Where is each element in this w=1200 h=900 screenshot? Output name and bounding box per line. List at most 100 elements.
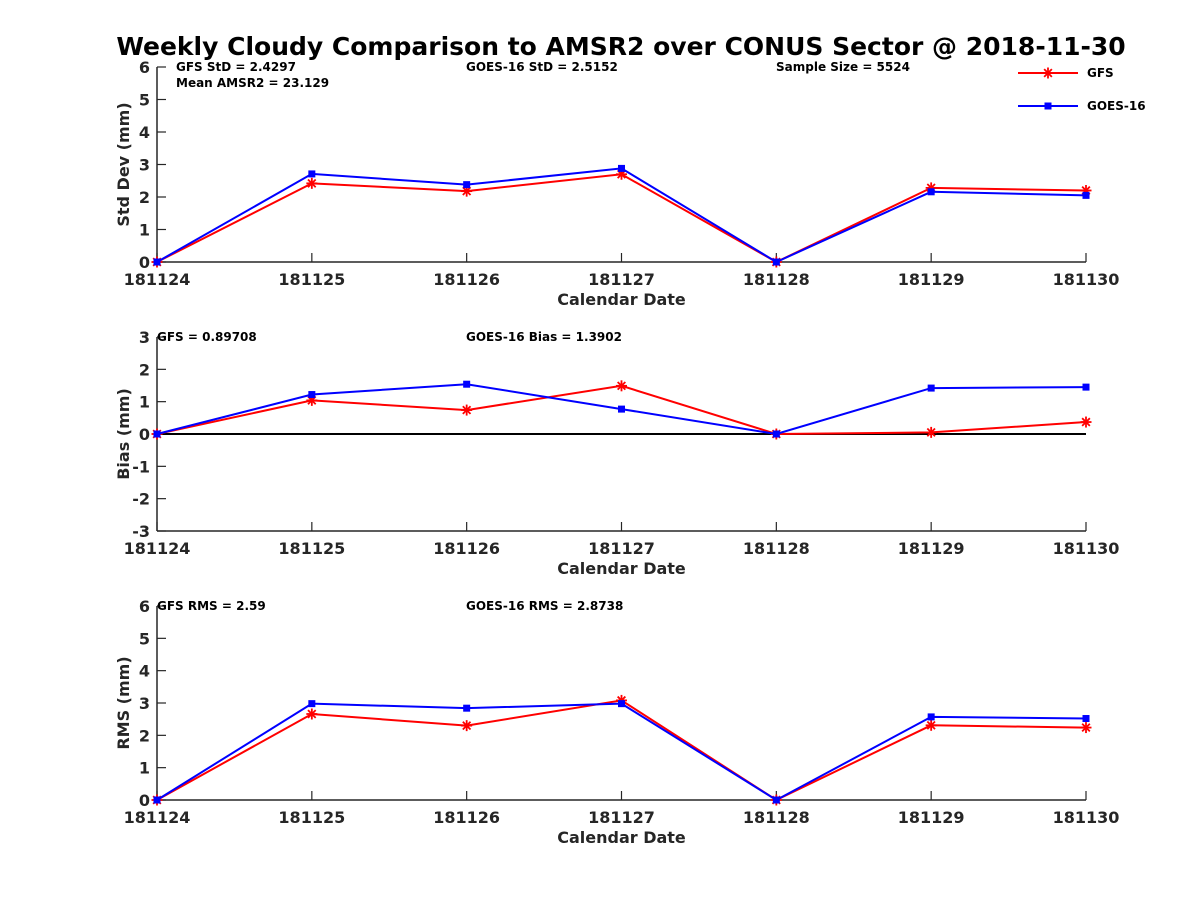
y-tick-label: 0: [139, 253, 150, 272]
annotation-text: GFS = 0.89708: [157, 330, 257, 344]
data-point-square: [618, 405, 625, 413]
annotation-text: GFS RMS = 2.59: [157, 599, 266, 613]
y-tick-label: 4: [139, 123, 150, 142]
data-point-square: [772, 796, 780, 804]
x-axis-label: Calendar Date: [557, 290, 686, 309]
subplot-3: 181124 181125 181126 181127 181128 181129 1811…: [114, 597, 1119, 847]
data-point-square: [153, 430, 161, 438]
x-axis-label: Calendar Date: [557, 828, 686, 847]
annotation-text: GOES-16 RMS = 2.8738: [466, 599, 623, 613]
x-tick-label: 181130: [1053, 270, 1120, 289]
x-tick-label: 181128: [743, 270, 810, 289]
y-tick-label: 0: [139, 791, 150, 810]
chart-legend: GFS GOES-16: [1018, 66, 1146, 113]
legend-item-goes-16: GOES-16: [1018, 99, 1146, 113]
data-point-asterisk: [306, 708, 318, 720]
data-point-asterisk: [1080, 416, 1092, 428]
legend-label: GOES-16: [1087, 99, 1146, 113]
y-axis-label: Bias (mm): [114, 388, 133, 480]
x-tick-label: 181129: [898, 808, 965, 827]
data-point-asterisk: [925, 426, 937, 438]
annotation-text: GOES-16 StD = 2.5152: [466, 60, 618, 74]
x-tick-label: 181125: [278, 270, 345, 289]
data-point-square: [1082, 383, 1090, 391]
data-point-square: [308, 700, 316, 708]
legend-marker-square: [1044, 102, 1052, 110]
data-point-asterisk: [461, 404, 473, 416]
x-tick-label: 181124: [124, 270, 191, 289]
data-point-asterisk: [925, 719, 937, 731]
y-axis-label: Std Dev (mm): [114, 102, 133, 226]
x-tick-label: 181130: [1053, 539, 1120, 558]
legend-marker-asterisk: [1042, 67, 1054, 79]
data-point-asterisk: [306, 177, 318, 189]
y-tick-label: 0: [139, 425, 150, 444]
x-tick-label: 181128: [743, 808, 810, 827]
legend-item-gfs: GFS: [1018, 66, 1114, 80]
x-tick-label: 181125: [278, 539, 345, 558]
y-tick-label: 5: [139, 629, 150, 648]
y-tick-label: 3: [139, 328, 150, 347]
data-point-asterisk: [461, 720, 473, 732]
y-tick-label: 1: [139, 393, 150, 412]
x-tick-label: 181126: [433, 539, 500, 558]
subplot-1: 181124 181125 181126 181127 181128 181129 1811…: [114, 58, 1119, 309]
y-tick-label: 2: [139, 360, 150, 379]
annotation-text: GFS StD = 2.4297: [176, 60, 296, 74]
data-point-square: [772, 258, 780, 266]
y-tick-label: -1: [132, 457, 150, 476]
series-line-gfs: [156, 699, 1087, 802]
y-tick-label: 1: [139, 759, 150, 778]
data-point-square: [308, 170, 316, 178]
data-point-square: [463, 380, 471, 388]
x-tick-label: 181127: [588, 270, 655, 289]
subplot-2: 181124 181125 181126 181127 181128 181129 1811…: [114, 328, 1119, 578]
x-tick-label: 181127: [588, 808, 655, 827]
x-tick-label: 181124: [124, 539, 191, 558]
y-tick-label: 1: [139, 221, 150, 240]
x-tick-label: 181127: [588, 539, 655, 558]
y-axis-label: RMS (mm): [114, 656, 133, 749]
x-tick-label: 181125: [278, 808, 345, 827]
data-point-square: [1082, 715, 1090, 723]
y-tick-label: 2: [139, 726, 150, 745]
series-line-goes-16: [156, 167, 1087, 264]
x-tick-label: 181124: [124, 808, 191, 827]
series-line-goes-16: [156, 702, 1087, 802]
y-tick-label: 6: [139, 597, 150, 616]
y-tick-label: 6: [139, 58, 150, 77]
data-point-square: [618, 164, 625, 172]
data-point-square: [618, 700, 625, 708]
y-tick-label: 5: [139, 91, 150, 110]
legend-label: GFS: [1087, 66, 1114, 80]
data-point-square: [1082, 191, 1090, 199]
y-tick-label: 3: [139, 694, 150, 713]
data-point-asterisk: [1080, 722, 1092, 734]
y-tick-label: 3: [139, 156, 150, 175]
data-point-square: [927, 713, 935, 721]
x-tick-label: 181126: [433, 808, 500, 827]
x-tick-label: 181126: [433, 270, 500, 289]
y-tick-label: 2: [139, 188, 150, 207]
data-point-asterisk: [616, 380, 627, 392]
x-tick-label: 181130: [1053, 808, 1120, 827]
data-point-square: [772, 430, 780, 438]
x-tick-label: 181128: [743, 539, 810, 558]
data-point-square: [927, 188, 935, 196]
annotation-text: Sample Size = 5524: [776, 60, 910, 74]
x-tick-label: 181129: [898, 270, 965, 289]
chart-title: Weekly Cloudy Comparison to AMSR2 over C…: [116, 32, 1125, 61]
data-point-square: [308, 391, 316, 399]
y-tick-label: -2: [132, 490, 150, 509]
data-point-square: [153, 796, 161, 804]
subplot-panels: 181124 181125 181126 181127 181128 181129 1811…: [114, 58, 1119, 847]
x-tick-label: 181129: [898, 539, 965, 558]
annotation-text: Mean AMSR2 = 23.129: [176, 76, 329, 90]
annotation-text: GOES-16 Bias = 1.3902: [466, 330, 622, 344]
series-line-gfs: [156, 173, 1087, 264]
y-tick-label: -3: [132, 522, 150, 541]
data-point-square: [153, 258, 161, 266]
data-point-square: [463, 704, 471, 712]
x-axis-label: Calendar Date: [557, 559, 686, 578]
